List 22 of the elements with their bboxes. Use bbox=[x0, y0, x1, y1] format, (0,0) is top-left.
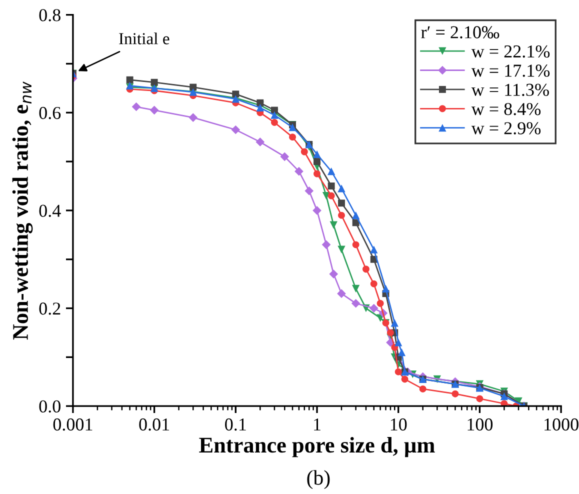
y-tick-label: 0.8 bbox=[39, 9, 60, 22]
x-tick-label: 1000 bbox=[544, 418, 578, 431]
legend-label: w = 11.3% bbox=[471, 84, 549, 96]
x-tick-label: 100 bbox=[468, 418, 493, 431]
legend-title: r′ = 2.10‰ bbox=[421, 26, 500, 38]
legend-label: w = 17.1% bbox=[471, 64, 550, 77]
y-tick-label: 0.2 bbox=[39, 302, 60, 315]
legend-label: w = 2.9% bbox=[471, 122, 541, 134]
x-tick-label: 0.1 bbox=[225, 418, 246, 431]
x-axis-title: Entrance pore size d, µm bbox=[199, 437, 435, 458]
annotation: Initial e bbox=[119, 32, 170, 44]
legend-label: w = 8.4% bbox=[471, 102, 541, 116]
y-tick-label: 0.6 bbox=[39, 106, 61, 120]
y-tick-label: 0.4 bbox=[39, 204, 61, 217]
y-tick-label: 0.0 bbox=[39, 400, 60, 413]
x-tick-label: 1 bbox=[314, 418, 320, 430]
x-tick-label: 10 bbox=[390, 418, 407, 431]
x-tick-label: 0.001 bbox=[53, 418, 92, 431]
legend-label: w = 22.1% bbox=[471, 45, 550, 58]
text: (b) bbox=[307, 470, 330, 490]
x-tick-label: 0.01 bbox=[139, 418, 170, 431]
y-axis-title: Non-wetting void ratio, e$_{nw}$ bbox=[12, 82, 33, 340]
